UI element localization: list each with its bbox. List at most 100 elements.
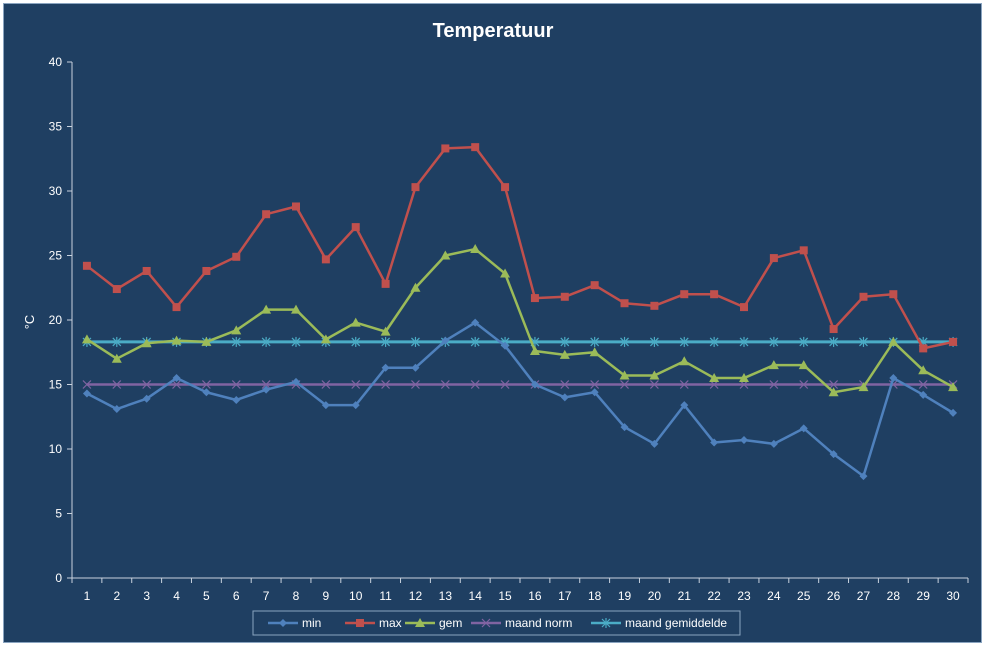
x-tick-label: 28 <box>887 589 901 603</box>
data-point-min <box>650 439 659 448</box>
data-point-maand-gemiddelde <box>739 336 749 347</box>
data-point-maand-norm <box>411 380 420 389</box>
x-tick-label: 2 <box>113 589 120 603</box>
x-tick-label: 19 <box>618 589 632 603</box>
data-point-gem <box>201 336 212 346</box>
data-point-gem <box>589 347 600 357</box>
data-point-gem <box>619 370 630 380</box>
data-point-maand-gemiddelde <box>620 336 629 347</box>
series-line-min <box>86 321 954 478</box>
data-point-max <box>112 285 121 294</box>
data-point-maand-norm <box>321 380 331 389</box>
data-point-gem <box>380 326 391 336</box>
data-point-maand-norm <box>261 380 271 389</box>
data-point-gem <box>111 353 122 363</box>
data-point-maand-norm <box>470 380 480 389</box>
data-point-maand-norm <box>590 380 600 389</box>
data-point-maand-norm <box>440 380 450 389</box>
data-point-maand-norm <box>560 380 570 389</box>
data-point-gem <box>858 382 869 392</box>
data-point-min <box>471 318 480 327</box>
x-tick-label: 25 <box>797 589 811 603</box>
data-point-gem <box>350 317 361 327</box>
data-point-maand-gemiddelde <box>351 336 361 347</box>
y-tick-label: 5 <box>55 507 62 521</box>
data-point-maand-norm-stroke <box>470 380 480 389</box>
data-point-min <box>381 363 390 372</box>
data-point-max <box>292 202 300 211</box>
data-point-min <box>501 341 510 350</box>
data-point-max <box>829 325 838 334</box>
data-point-max <box>590 281 599 290</box>
data-point-min <box>859 472 868 481</box>
data-point-max <box>202 266 211 275</box>
data-point-maand-gemiddelde <box>859 336 868 347</box>
data-point-min <box>441 336 450 345</box>
data-point-maand-norm-stroke <box>321 380 331 389</box>
x-tick-label: 21 <box>678 589 692 603</box>
legend-label: maand norm <box>505 616 572 630</box>
data-point-maand-gemiddelde <box>291 336 301 347</box>
series-max <box>82 143 958 353</box>
data-point-max <box>949 337 958 346</box>
data-point-maand-norm <box>620 380 629 389</box>
data-point-max <box>769 254 778 263</box>
data-point-maand-norm <box>500 380 510 389</box>
x-tick-label: 15 <box>498 589 512 603</box>
y-tick-label: 25 <box>49 249 63 263</box>
data-point-min <box>292 377 300 386</box>
data-point-max <box>889 290 898 299</box>
series-line-max <box>86 145 954 350</box>
data-point-maand-gemiddelde <box>799 336 809 347</box>
legend-box <box>252 610 741 636</box>
data-point-maand-norm-stroke <box>381 380 391 389</box>
data-point-maand-gemiddelde <box>649 336 659 347</box>
data-point-min <box>202 388 211 397</box>
data-point-maand-norm <box>112 380 122 389</box>
data-point-min <box>82 389 91 398</box>
chart-title: Temperatuur <box>433 20 554 42</box>
legend-swatch-marker-stroke <box>481 618 491 628</box>
legend-swatch-marker <box>481 618 491 628</box>
legend-swatch-marker <box>279 619 287 627</box>
legend-swatch-marker <box>356 619 364 627</box>
data-point-maand-norm-stroke <box>679 380 689 389</box>
data-point-gem <box>888 336 899 346</box>
x-tick-label: 17 <box>558 589 572 603</box>
data-point-min <box>172 374 181 383</box>
data-point-min <box>740 435 748 444</box>
series-gem <box>81 244 959 397</box>
data-point-max <box>680 290 689 299</box>
data-point-gem <box>231 325 242 335</box>
data-point-maand-norm <box>172 380 181 389</box>
data-point-gem <box>679 356 690 366</box>
data-point-min <box>530 380 539 389</box>
data-point-min <box>829 450 838 459</box>
data-point-max <box>501 183 510 192</box>
data-point-max <box>740 303 748 312</box>
data-point-max <box>919 344 928 353</box>
x-tick-label: 14 <box>469 589 483 603</box>
series-maand-norm <box>82 380 958 389</box>
data-point-gem <box>261 304 272 314</box>
data-point-maand-norm-stroke <box>261 380 271 389</box>
data-point-maand-gemiddelde <box>709 336 719 347</box>
legend-swatch-marker <box>601 618 611 628</box>
data-point-max <box>411 183 420 192</box>
x-tick-label: 1 <box>84 589 91 603</box>
data-point-maand-norm <box>201 380 211 389</box>
data-point-maand-norm-stroke <box>500 380 510 389</box>
data-point-maand-gemiddelde <box>112 336 122 347</box>
data-point-maand-norm <box>918 380 928 389</box>
data-point-maand-norm-stroke <box>799 380 809 389</box>
data-point-maand-norm <box>381 380 391 389</box>
data-point-gem <box>141 338 152 348</box>
data-point-max <box>471 143 480 152</box>
data-point-maand-gemiddelde <box>590 336 600 347</box>
data-point-maand-norm-stroke <box>112 380 122 389</box>
legend-label: min <box>302 616 321 630</box>
data-point-maand-norm-stroke <box>829 380 839 389</box>
data-point-gem <box>798 360 809 370</box>
data-point-gem <box>559 349 570 359</box>
data-point-min <box>620 423 629 432</box>
